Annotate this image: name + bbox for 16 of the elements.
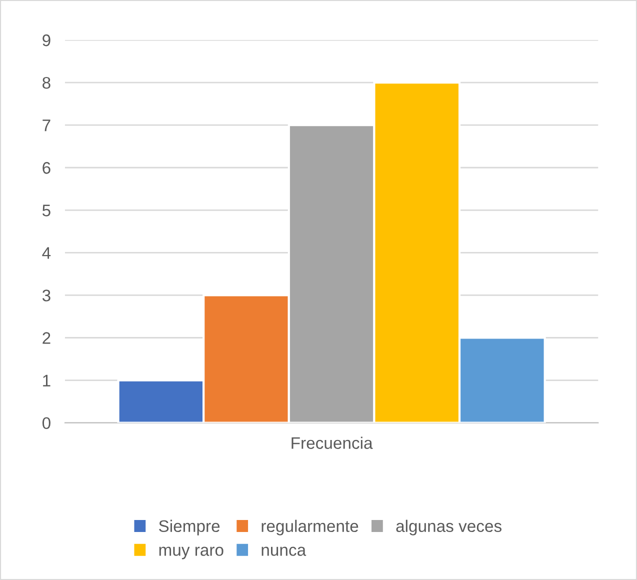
- y-tick-label: 7: [42, 120, 50, 132]
- x-tick-label: Frecuencia: [292, 436, 373, 449]
- legend-label: Siempre: [159, 520, 220, 536]
- y-tick-label: 3: [42, 290, 50, 302]
- legend-label: algunas veces: [396, 520, 502, 536]
- y-tick-label: 2: [42, 332, 50, 344]
- y-tick-label: 1: [43, 374, 50, 386]
- y-tick-label: 9: [42, 34, 50, 46]
- y-tick-label: 8: [42, 76, 50, 89]
- y-tick-label: 6: [42, 162, 50, 174]
- legend-label: nunca: [262, 546, 306, 556]
- legend-label: muy raro: [159, 546, 224, 560]
- y-tick-label: 0: [42, 417, 50, 430]
- y-tick-label: 5: [42, 204, 50, 216]
- y-tick-label: 4: [42, 247, 51, 259]
- legend-label: regularmente: [262, 520, 358, 536]
